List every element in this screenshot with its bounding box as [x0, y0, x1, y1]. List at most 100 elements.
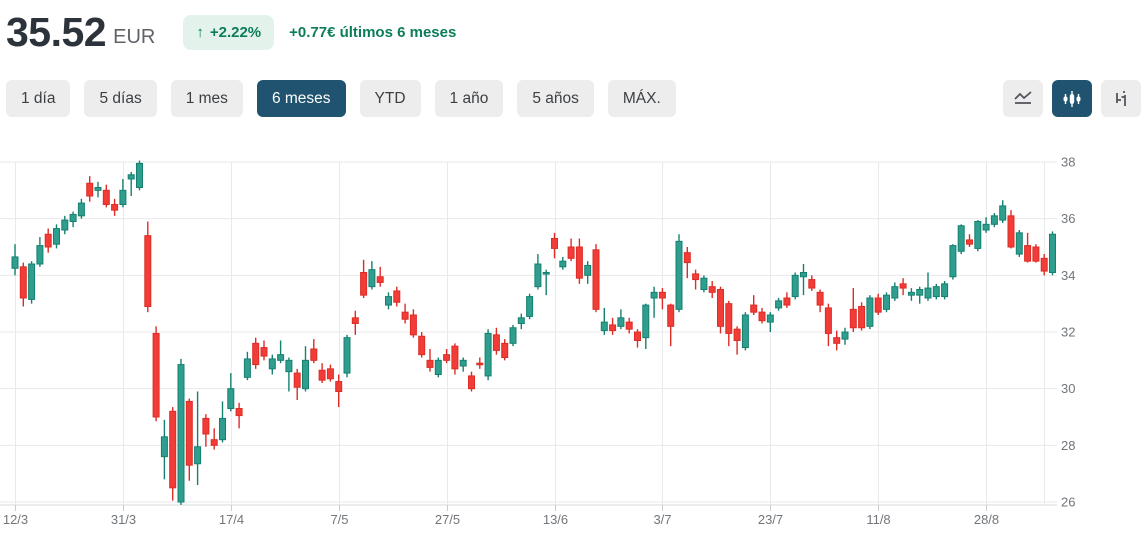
range-button-1y[interactable]: 1 año — [434, 80, 504, 117]
candle-down — [501, 339, 509, 361]
candle-up — [94, 181, 102, 198]
candle-down — [567, 238, 575, 262]
candle-up — [883, 292, 890, 313]
x-axis-label: 31/3 — [111, 512, 136, 527]
candle-up — [243, 351, 251, 381]
candle-up — [941, 281, 949, 300]
candle-up — [194, 391, 202, 485]
range-button-6m[interactable]: 6 meses — [256, 80, 346, 117]
x-axis-label: 28/8 — [974, 512, 999, 527]
candle-up — [53, 224, 60, 249]
candle-down — [260, 340, 268, 361]
y-axis-label: 38 — [1061, 155, 1075, 170]
candle-down — [451, 343, 459, 375]
candle-up — [1015, 230, 1023, 257]
candle-down — [409, 309, 417, 338]
range-button-max[interactable]: MÁX. — [607, 80, 676, 117]
line-chart-icon — [1012, 89, 1034, 109]
candle-up — [509, 324, 517, 347]
candle-up — [368, 261, 376, 290]
x-axis-label: 3/7 — [653, 512, 671, 527]
candle-down — [326, 364, 334, 382]
candle-up — [517, 313, 525, 330]
candle-up — [1049, 231, 1056, 276]
range-button-ytd[interactable]: YTD — [359, 80, 421, 117]
candle-up — [999, 200, 1007, 223]
candle-up — [932, 283, 940, 300]
candle-down — [293, 368, 301, 400]
candle-up — [28, 261, 36, 304]
change-percent-badge: ↑ +2.22% — [183, 14, 275, 50]
candle-down — [733, 326, 741, 355]
range-button-5y[interactable]: 5 años — [517, 80, 594, 117]
candle-up — [69, 211, 77, 228]
candle-up — [77, 198, 85, 219]
candle-down — [235, 402, 243, 429]
range-button-5d[interactable]: 5 días — [84, 80, 157, 117]
candle-up — [61, 215, 69, 235]
candle-down — [758, 307, 766, 324]
candle-up — [700, 275, 708, 293]
candle-up — [136, 160, 143, 191]
x-axis-label: 11/8 — [866, 512, 890, 527]
candle-up — [957, 224, 965, 255]
candle-up — [434, 357, 442, 378]
line-chart-type-button[interactable] — [1003, 80, 1043, 117]
candle-up — [949, 244, 957, 280]
candle-down — [667, 303, 675, 347]
candle-up — [584, 261, 592, 284]
candle-up — [484, 329, 492, 381]
candle-down — [1007, 210, 1015, 249]
candle-down — [202, 414, 210, 447]
candle-up — [277, 340, 285, 364]
ohlc-bars-icon — [1110, 89, 1132, 109]
range-button-1m[interactable]: 1 mes — [170, 80, 243, 117]
candle-down — [86, 176, 94, 202]
candle-down — [418, 332, 426, 358]
candle-down — [849, 288, 857, 332]
change-percent-value: +2.22% — [209, 23, 262, 41]
candle-up — [160, 419, 168, 480]
candle-up — [990, 213, 998, 228]
candlestick-chart-canvas[interactable]: 38 36 34 32 30 28 26 12/3 31/3 17/4 7/5 27/5 13/6 3/7… — [0, 140, 1147, 540]
candle-down — [111, 198, 119, 216]
x-axis-label: 12/3 — [3, 512, 28, 527]
candle-down — [824, 303, 832, 347]
candle-up — [741, 312, 749, 351]
candle-up — [177, 358, 185, 505]
candle-up — [127, 171, 135, 196]
y-axis-label: 26 — [1061, 495, 1075, 510]
candlestick-type-button[interactable] — [1052, 80, 1092, 117]
candle-down — [310, 339, 318, 364]
range-button-1d[interactable]: 1 día — [6, 80, 71, 117]
candle-up — [982, 217, 990, 233]
candle-down — [858, 302, 866, 331]
y-axis-label: 34 — [1061, 268, 1075, 283]
candle-down — [360, 259, 368, 298]
current-price: 35.52 — [6, 8, 107, 55]
y-axis-label: 32 — [1061, 325, 1075, 340]
ohlc-bars-type-button[interactable] — [1101, 80, 1141, 117]
candle-down — [625, 317, 633, 334]
candle-down — [476, 357, 484, 369]
candle-up — [841, 327, 849, 345]
candle-up — [11, 244, 19, 276]
candle-down — [634, 329, 641, 348]
candle-down — [351, 310, 359, 335]
candle-up — [526, 293, 534, 320]
candle-down — [393, 286, 401, 307]
candle-down — [376, 266, 384, 287]
x-axis-label: 27/5 — [435, 512, 460, 527]
candle-up — [775, 298, 783, 311]
candle-down — [783, 292, 791, 308]
candle-down — [592, 244, 600, 313]
candle-down — [609, 317, 617, 335]
candle-up — [907, 288, 915, 301]
candle-up — [650, 286, 658, 318]
candle-down — [808, 275, 816, 291]
candle-down — [252, 337, 260, 369]
candle-down — [19, 262, 27, 307]
candle-down — [44, 228, 52, 253]
candle-down — [318, 363, 326, 383]
candle-up — [542, 269, 550, 296]
